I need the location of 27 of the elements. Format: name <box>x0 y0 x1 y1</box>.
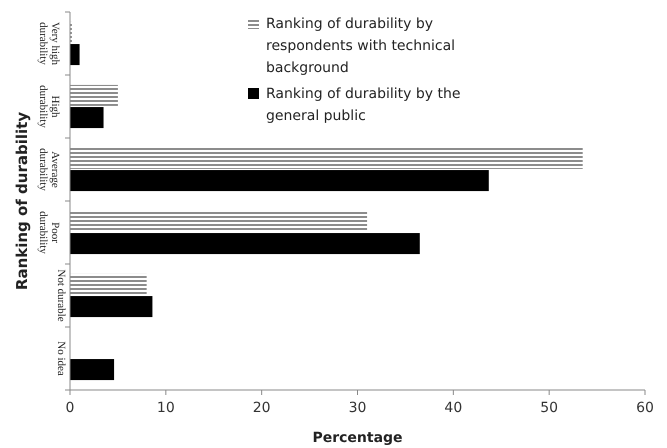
x-axis-title: Percentage <box>312 430 403 446</box>
x-tick-label: 50 <box>540 400 558 416</box>
bar <box>70 233 420 254</box>
legend-label: Ranking of durability by the general public <box>266 86 460 124</box>
x-tick-label: 40 <box>444 400 462 416</box>
x-tick-label: 20 <box>252 400 271 416</box>
bar <box>70 44 80 66</box>
x-tick-label: 60 <box>636 400 654 416</box>
x-tick-label: 10 <box>156 400 175 416</box>
bar <box>70 107 104 128</box>
bar <box>70 148 583 169</box>
bar <box>70 296 152 318</box>
bar <box>70 84 118 106</box>
y-tick-label: High durability <box>37 85 61 128</box>
bar <box>70 170 489 192</box>
y-tick-label: Poor durability <box>37 211 61 254</box>
y-tick-label: Not durable <box>55 269 67 322</box>
y-tick-label: Very high durability <box>37 22 61 66</box>
y-tick-label: Average durability <box>37 148 61 192</box>
y-axis-title: Ranking of durability <box>13 112 31 290</box>
bar <box>70 274 147 295</box>
x-tick-label: 30 <box>348 400 366 416</box>
legend-label: Ranking of durability by respondents with technical background <box>266 16 456 76</box>
y-tick-label: No idea <box>55 341 67 376</box>
x-tick-label: 0 <box>66 400 74 416</box>
bar <box>70 210 368 232</box>
bar <box>70 359 114 380</box>
